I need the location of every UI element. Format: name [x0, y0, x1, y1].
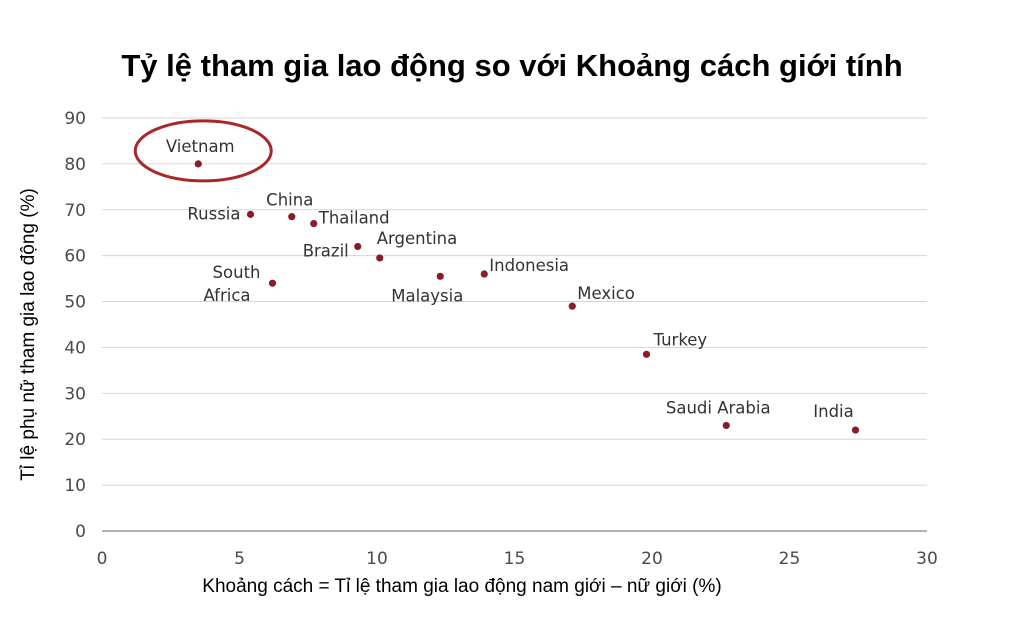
data-point [642, 350, 651, 358]
y-tick-label: 90 [64, 109, 86, 129]
point-label: Brazil [303, 241, 349, 260]
data-point [480, 270, 488, 278]
point-label: India [813, 402, 854, 421]
point-label: Saudi Arabia [666, 398, 771, 417]
y-tick-label: 20 [64, 430, 86, 450]
y-tick-label: 0 [75, 522, 86, 542]
y-tick-label: 40 [64, 338, 86, 358]
data-point [722, 421, 730, 430]
chart-title: Tỷ lệ tham gia lao động so với Khoảng cá… [121, 48, 903, 83]
x-tick-label: 0 [97, 549, 108, 569]
data-point [851, 426, 860, 434]
point-label: Mexico [577, 284, 635, 303]
data-point [288, 213, 296, 221]
point-label: Turkey [653, 330, 708, 349]
point-label: Russia [187, 204, 240, 223]
point-labels: Vietnam Russia China Thailand Brazil Argentin… [166, 137, 854, 421]
y-axis-title: Tỉ lệ phụ nữ tham gia lao động (%) [18, 188, 39, 481]
y-tick-label: 80 [64, 155, 86, 175]
point-label: Malaysia [391, 286, 463, 305]
data-point [268, 279, 277, 287]
grid-lines [102, 117, 927, 486]
x-tick-label: 10 [366, 549, 388, 569]
y-tick-labels: 0 10 20 30 40 50 60 70 80 90 [64, 109, 86, 542]
point-label: China [266, 191, 313, 210]
x-axis-title: Khoảng cách = Tỉ lệ tham gia lao động na… [202, 576, 721, 597]
data-point [246, 210, 255, 218]
highlight-circle [133, 119, 273, 183]
point-label: Indonesia [489, 256, 569, 275]
x-tick-label: 30 [916, 549, 938, 569]
point-label: Argentina [377, 229, 458, 248]
data-point [310, 219, 318, 228]
y-tick-label: 30 [64, 384, 86, 404]
data-points [194, 160, 860, 434]
x-tick-label: 20 [641, 549, 663, 569]
x-tick-label: 5 [234, 549, 245, 569]
data-point [194, 160, 202, 168]
x-tick-label: 15 [504, 549, 526, 569]
data-point [354, 242, 362, 251]
y-tick-label: 70 [64, 201, 86, 221]
data-point [436, 272, 444, 280]
x-tick-labels: 0 5 10 15 20 25 30 [97, 549, 938, 569]
data-point [376, 254, 384, 262]
x-tick-label: 25 [779, 549, 801, 569]
y-tick-label: 10 [64, 476, 86, 496]
point-label: Vietnam [166, 137, 235, 156]
data-point [568, 302, 576, 310]
y-tick-label: 60 [64, 247, 86, 267]
point-label: South Africa [203, 263, 260, 305]
point-label: Thailand [318, 209, 390, 228]
y-tick-label: 50 [64, 293, 86, 313]
